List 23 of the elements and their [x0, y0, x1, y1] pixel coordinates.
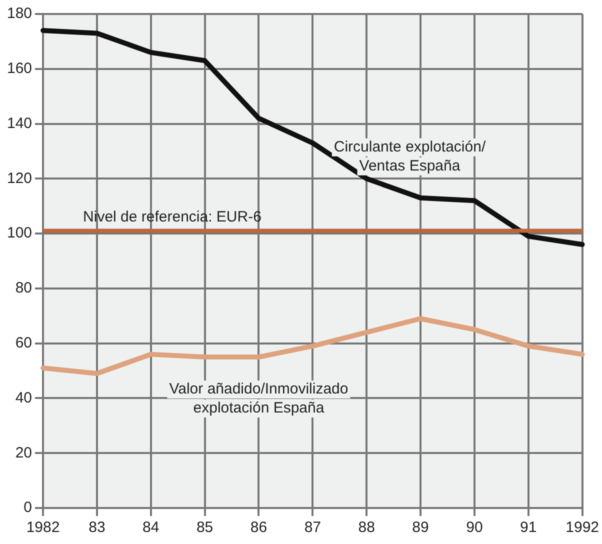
y-tick-label: 20: [15, 444, 32, 462]
y-tick-label: 60: [15, 334, 32, 352]
x-tick-label: 1992: [566, 519, 600, 536]
x-tick-label: 90: [466, 519, 483, 536]
x-tick-label: 89: [412, 519, 429, 536]
y-tick-label: 160: [6, 60, 32, 78]
series-label: Valor añadido/Inmovilizado explotación España: [169, 380, 348, 417]
x-tick-label: 86: [250, 519, 268, 536]
y-tick-label: 140: [6, 114, 32, 132]
y-tick-label: 120: [6, 170, 32, 187]
x-tick-label: 83: [88, 519, 106, 536]
y-tick-label: 0: [24, 499, 32, 516]
x-tick-label: 88: [358, 519, 375, 536]
series-label: Circulante explotación/ Ventas España: [334, 138, 486, 175]
y-tick-label: 100: [6, 224, 32, 242]
x-tick-label: 87: [304, 519, 322, 536]
y-tick-label: 80: [15, 280, 32, 297]
y-tick-label: 180: [6, 5, 32, 22]
x-tick-label: 91: [520, 519, 537, 536]
x-tick-label: 85: [196, 519, 214, 536]
y-tick-label: 40: [15, 389, 32, 406]
x-tick-label: 84: [142, 519, 160, 536]
x-tick-label: 1982: [26, 519, 60, 536]
